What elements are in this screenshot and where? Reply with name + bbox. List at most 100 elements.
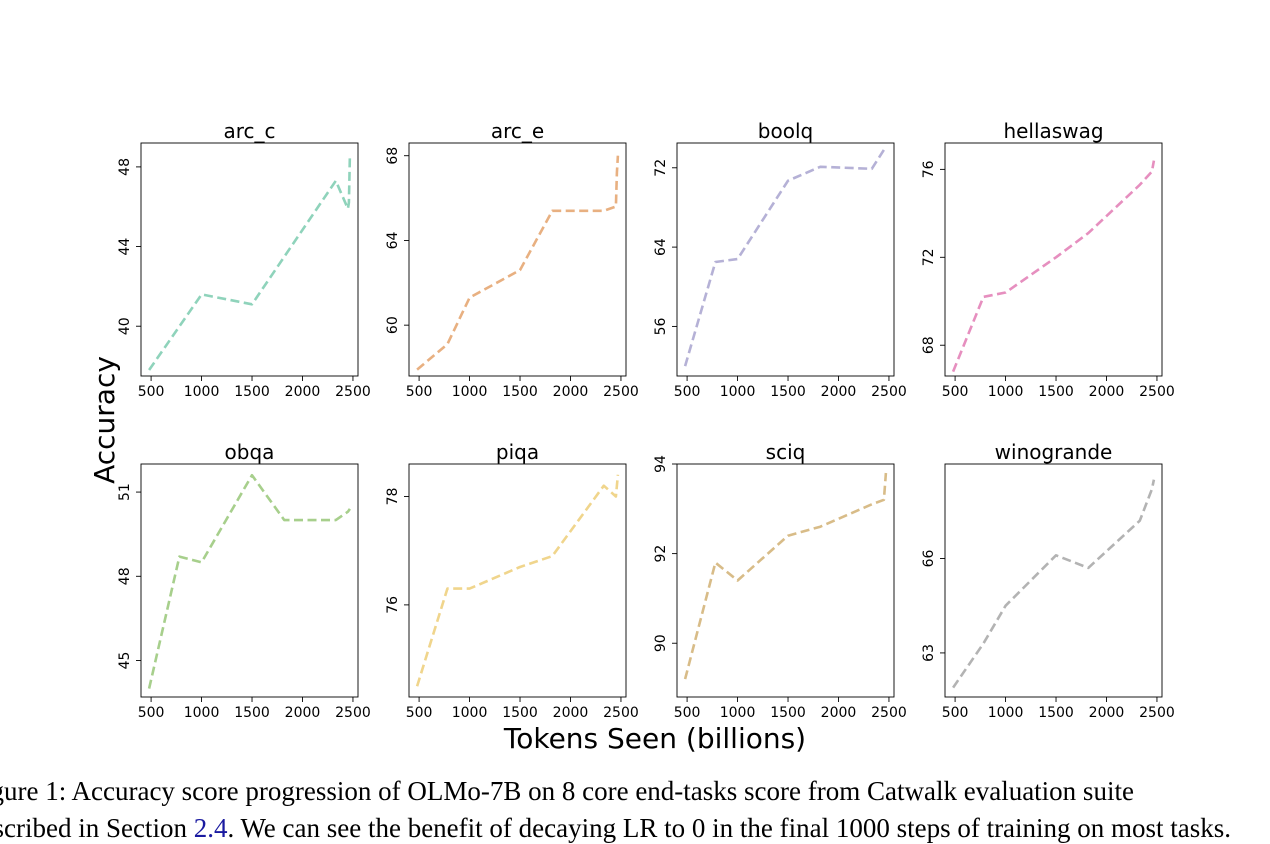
x-tick-label: 1500 xyxy=(234,705,270,721)
x-tick-label: 1000 xyxy=(452,384,488,400)
x-tick-label: 1000 xyxy=(720,705,756,721)
accuracy-figure: arc_c 500 1000 1500 2000 2500 40 44 48 arc_e 500 10… xyxy=(88,119,1175,755)
y-tick-label: 56 xyxy=(653,317,669,335)
y-axis-label: Accuracy xyxy=(88,356,121,484)
x-tick-label: 2500 xyxy=(603,384,639,400)
x-tick-label: 500 xyxy=(406,705,433,721)
x-tick-label: 500 xyxy=(138,384,165,400)
series-line xyxy=(951,160,1156,373)
subplot-title: hellaswag xyxy=(1003,119,1103,143)
x-tick-label: 2500 xyxy=(335,384,371,400)
y-tick-label: 64 xyxy=(653,238,669,256)
y-tick-label: 48 xyxy=(117,158,133,176)
x-tick-label: 500 xyxy=(942,705,969,721)
subplot-title: sciq xyxy=(766,440,806,464)
figure-caption-line-2: described in Section 2.4. We can see the… xyxy=(0,813,1270,844)
y-tick-label: 76 xyxy=(385,596,401,614)
y-tick-label: 48 xyxy=(117,567,133,585)
x-tick-label: 2500 xyxy=(335,705,371,721)
x-tick-label: 2000 xyxy=(285,384,321,400)
subplot-arc_c: arc_c 500 1000 1500 2000 2500 40 44 48 xyxy=(117,119,371,400)
axes-frame xyxy=(944,463,1163,698)
subplot-title: arc_e xyxy=(491,119,544,143)
x-tick-label: 2500 xyxy=(1139,705,1175,721)
y-tick-label: 78 xyxy=(385,488,401,506)
x-tick-label: 500 xyxy=(406,384,433,400)
axes-frame xyxy=(140,142,359,377)
y-tick-label: 72 xyxy=(921,248,937,266)
subplot-obqa: obqa 500 1000 1500 2000 2500 45 48 51 xyxy=(117,440,371,721)
axes-frame xyxy=(140,463,359,698)
series-line xyxy=(415,474,620,687)
series-line xyxy=(683,472,888,680)
y-tick-label: 72 xyxy=(653,159,669,177)
y-tick-label: 68 xyxy=(385,147,401,165)
x-tick-label: 2000 xyxy=(821,705,857,721)
x-tick-label: 2000 xyxy=(285,705,321,721)
x-tick-label: 1500 xyxy=(1038,705,1074,721)
x-tick-label: 500 xyxy=(942,384,969,400)
x-tick-label: 1000 xyxy=(720,384,756,400)
x-tick-label: 500 xyxy=(674,384,701,400)
x-tick-label: 2500 xyxy=(871,384,907,400)
axes-frame xyxy=(676,142,895,377)
x-tick-label: 2000 xyxy=(1089,705,1125,721)
y-tick-label: 66 xyxy=(921,549,937,567)
x-tick-label: 500 xyxy=(138,705,165,721)
series-line xyxy=(952,479,1156,689)
axes-frame xyxy=(408,463,627,698)
x-tick-label: 1500 xyxy=(502,384,538,400)
y-tick-label: 68 xyxy=(921,336,937,354)
subplot-hellaswag: hellaswag 500 1000 1500 2000 2500 68 72 76 xyxy=(921,119,1175,400)
subplot-title: boolq xyxy=(758,119,813,143)
x-tick-label: 2500 xyxy=(1139,384,1175,400)
caption-text-post: . We can see the benefit of decaying LR … xyxy=(227,813,1232,843)
x-tick-label: 2000 xyxy=(821,384,857,400)
y-tick-label: 44 xyxy=(117,238,133,256)
x-axis-label: Tokens Seen (billions) xyxy=(503,722,806,755)
y-tick-label: 94 xyxy=(653,455,669,473)
series-line xyxy=(683,145,888,367)
subplot-title: piqa xyxy=(496,440,539,464)
y-tick-label: 76 xyxy=(921,160,937,178)
axes-frame xyxy=(676,463,895,698)
x-tick-label: 2500 xyxy=(871,705,907,721)
x-tick-label: 500 xyxy=(674,705,701,721)
x-tick-label: 1500 xyxy=(234,384,270,400)
y-tick-label: 64 xyxy=(385,231,401,249)
y-tick-label: 51 xyxy=(117,483,133,501)
subplot-winogrande: winogrande 500 1000 1500 2000 2500 63 66 xyxy=(921,440,1175,721)
x-tick-label: 1000 xyxy=(988,705,1024,721)
y-tick-label: 63 xyxy=(921,644,937,662)
x-tick-label: 1500 xyxy=(502,705,538,721)
x-tick-label: 1000 xyxy=(988,384,1024,400)
x-tick-label: 2000 xyxy=(1089,384,1125,400)
y-tick-label: 45 xyxy=(117,652,133,670)
axes-frame xyxy=(944,142,1163,377)
y-tick-label: 90 xyxy=(653,634,669,652)
y-tick-label: 40 xyxy=(117,317,133,335)
subplot-title: arc_c xyxy=(223,119,275,143)
y-tick-label: 92 xyxy=(653,545,669,563)
series-line xyxy=(148,154,352,371)
x-tick-label: 1500 xyxy=(770,384,806,400)
x-tick-label: 2000 xyxy=(553,705,589,721)
y-tick-label: 60 xyxy=(385,316,401,334)
subplot-sciq: sciq 500 1000 1500 2000 2500 90 92 94 xyxy=(653,440,907,721)
subplot-title: obqa xyxy=(225,440,275,464)
section-reference-link[interactable]: 2.4 xyxy=(193,813,228,843)
subplot-arc_e: arc_e 500 1000 1500 2000 2500 60 64 68 xyxy=(385,119,639,400)
figure-caption-line-1: Figure 1: Accuracy score progression of … xyxy=(0,776,1134,806)
x-tick-label: 1500 xyxy=(770,705,806,721)
x-tick-label: 2000 xyxy=(553,384,589,400)
x-tick-label: 1500 xyxy=(1038,384,1074,400)
series-line xyxy=(147,473,351,689)
axes-frame xyxy=(408,142,627,377)
subplot-piqa: piqa 500 1000 1500 2000 2500 76 78 xyxy=(385,440,639,721)
subplot-title: winogrande xyxy=(995,440,1113,464)
series-line xyxy=(416,155,620,371)
x-tick-label: 1000 xyxy=(452,705,488,721)
subplot-boolq: boolq 500 1000 1500 2000 2500 56 64 72 xyxy=(653,119,907,400)
x-tick-label: 1000 xyxy=(184,384,220,400)
caption-text-pre: described in Section xyxy=(0,813,187,843)
